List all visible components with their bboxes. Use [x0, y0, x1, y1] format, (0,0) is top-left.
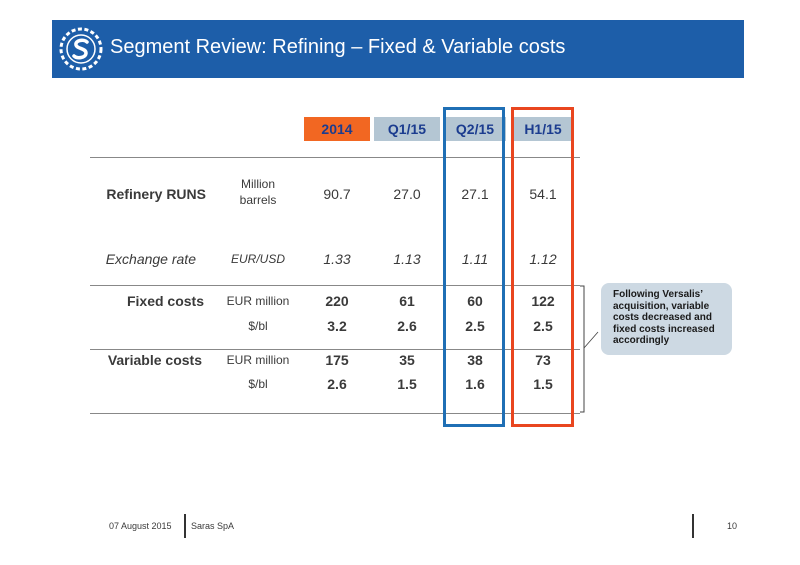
- footer-separator: [692, 514, 694, 538]
- table-divider: [90, 285, 580, 286]
- exchange-value-q1-15: 1.13: [393, 251, 421, 267]
- variable-bl-value-h1-15: 1.5: [533, 376, 553, 392]
- variable-bl-value-q2-15: 1.6: [465, 376, 485, 392]
- variable-eur-value-q2-15: 38: [467, 352, 483, 368]
- row-label-fixed-costs: Fixed costs: [126, 293, 204, 309]
- row-label-variable-costs: Variable costs: [107, 352, 202, 368]
- fixed-eur-value-2014: 220: [325, 293, 349, 309]
- unit-dollar-per-barrel: $/bl: [248, 377, 268, 391]
- fixed-bl-value-h1-15: 2.5: [533, 318, 553, 334]
- footer-separator: [184, 514, 186, 538]
- runs-value-q2-15: 27.1: [461, 186, 489, 202]
- fixed-eur-value-h1-15: 122: [531, 293, 555, 309]
- column-header-q2-15: Q2/15: [444, 117, 506, 141]
- column-header-2014: 2014: [304, 117, 370, 141]
- column-header-q1-15: Q1/15: [374, 117, 440, 141]
- fixed-eur-value-q2-15: 60: [467, 293, 483, 309]
- footer-date: 07 August 2015: [109, 521, 172, 531]
- runs-value-q1-15: 27.0: [393, 186, 421, 202]
- table-divider: [90, 157, 580, 158]
- slide-title: Segment Review: Refining – Fixed & Varia…: [110, 36, 566, 58]
- bracket-icon: [580, 285, 599, 413]
- unit-eur-million: EUR million: [226, 294, 290, 308]
- row-label-refinery-runs: Refinery RUNS: [106, 186, 206, 202]
- callout-line: accordingly: [613, 335, 670, 346]
- unit-eur-million: EUR million: [226, 353, 290, 367]
- q2-15-highlight-frame: [443, 107, 505, 427]
- table-divider: [90, 349, 580, 350]
- fixed-bl-value-q2-15: 2.5: [465, 318, 485, 334]
- callout-line: costs decreased and: [613, 312, 712, 323]
- callout-line: acquisition, variable: [613, 300, 710, 312]
- runs-value-h1-15: 54.1: [529, 186, 557, 202]
- page-number: 10: [727, 521, 738, 531]
- title-bar: [52, 20, 744, 78]
- saras-logo-icon: [59, 27, 103, 71]
- column-header-h1-15: H1/15: [512, 117, 574, 141]
- exchange-value-2014: 1.33: [323, 251, 351, 267]
- runs-value-2014: 90.7: [323, 186, 351, 202]
- callout-line: fixed costs increased: [613, 323, 715, 335]
- variable-eur-value-q1-15: 35: [399, 352, 415, 368]
- fixed-bl-value-2014: 3.2: [327, 318, 347, 334]
- fixed-bl-value-q1-15: 2.6: [397, 318, 417, 334]
- unit-barrels: barrels: [239, 193, 277, 207]
- variable-bl-value-q1-15: 1.5: [397, 376, 417, 392]
- variable-bl-value-2014: 2.6: [327, 376, 347, 392]
- row-label-exchange-rate: Exchange rate: [105, 251, 196, 267]
- callout-line: Following Versalis’: [613, 289, 704, 300]
- commentary-callout: Following Versalis’ acquisition, variabl…: [601, 283, 732, 355]
- exchange-value-h1-15: 1.12: [529, 251, 557, 267]
- exchange-value-q2-15: 1.11: [461, 251, 489, 267]
- h1-15-highlight-frame: [511, 107, 574, 427]
- unit-eur-usd: EUR/USD: [230, 252, 285, 266]
- variable-eur-value-2014: 175: [325, 352, 349, 368]
- unit-dollar-per-barrel: $/bl: [248, 319, 268, 333]
- table-divider: [90, 413, 580, 414]
- fixed-eur-value-q1-15: 61: [399, 293, 415, 309]
- unit-million: Million: [240, 177, 275, 191]
- variable-eur-value-h1-15: 73: [535, 352, 551, 368]
- footer-company: Saras SpA: [191, 521, 235, 531]
